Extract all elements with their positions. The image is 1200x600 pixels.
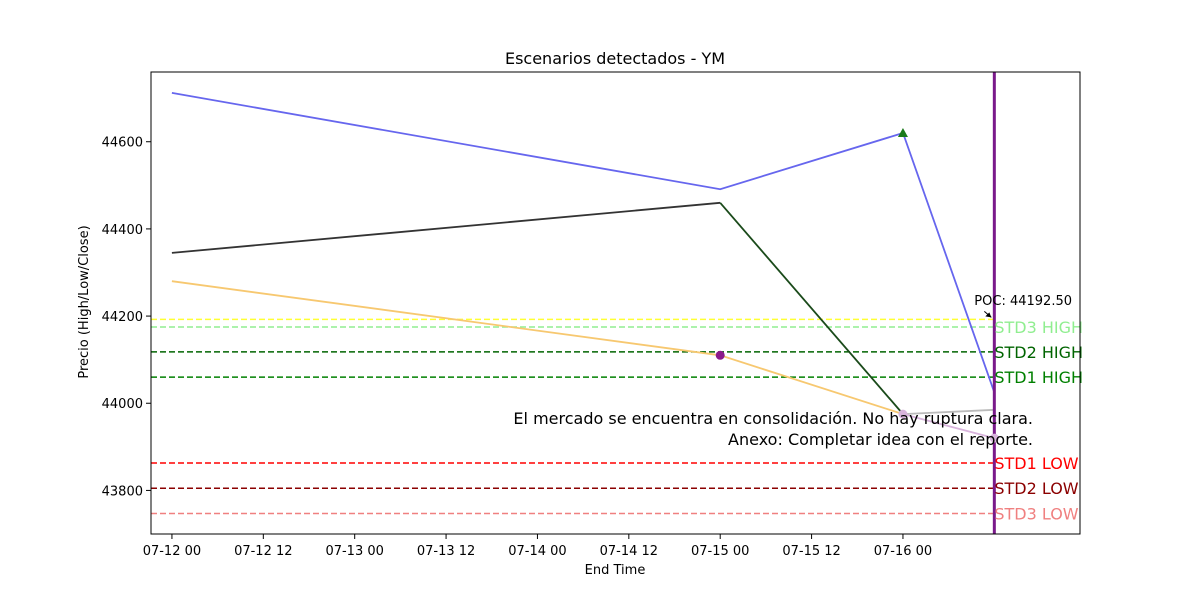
y-axis-label: Precio (High/Low/Close) (77, 225, 92, 378)
y-tick-label-2: 44200 (102, 310, 143, 325)
x-tick-label-0: 07-12 00 (143, 544, 201, 559)
y-tick-label-4: 44600 (102, 136, 143, 151)
levels (151, 318, 995, 515)
x-tick-label-6: 07-15 00 (691, 544, 749, 559)
series-low (171, 280, 904, 415)
marker-2 (898, 409, 908, 419)
level-labels: STD3 HIGH STD2 HIGH STD1 HIGH STD1 LOW STD2 … (994, 318, 1083, 524)
poc-label: POC: 44192.50 (974, 294, 1072, 309)
x-tick-label-1: 07-12 12 (234, 544, 292, 559)
chart-title: Escenarios detectados - YM (505, 49, 725, 68)
marker-3 (989, 433, 999, 443)
level-label-2: STD1 HIGH (994, 368, 1083, 387)
series-close (171, 201, 721, 254)
y-tick-label-1: 44000 (102, 397, 143, 412)
series-low-recent (902, 413, 995, 439)
y-tick-label-3: 44400 (102, 223, 143, 238)
x-tick-label-5: 07-14 12 (600, 544, 658, 559)
x-tick-label-3: 07-13 12 (417, 544, 475, 559)
level-label-3: STD1 LOW (994, 454, 1078, 473)
series-close-bearish (719, 202, 904, 415)
level-label-1: STD2 HIGH (994, 343, 1083, 362)
series (171, 72, 996, 534)
x-tick-label-4: 07-14 00 (508, 544, 566, 559)
plot-frame (150, 71, 1081, 535)
level-label-5: STD3 LOW (994, 505, 1078, 524)
markers (715, 128, 999, 443)
level-label-0: STD3 HIGH (994, 318, 1083, 337)
x-axis-label: End Time (585, 563, 646, 578)
x-tick-label-2: 07-13 00 (325, 544, 383, 559)
series-high (171, 92, 996, 393)
level-label-4: STD2 LOW (994, 479, 1078, 498)
annotations: POC: 44192.50 El mercado se encuentra en … (513, 294, 1072, 449)
annotation-0: El mercado se encuentra en consolidación… (513, 409, 1033, 428)
series-close-recent (902, 408, 995, 415)
poc-arrowhead (985, 312, 992, 318)
y-tick-label-0: 43800 (102, 484, 143, 499)
x-tick-label-7: 07-15 12 (782, 544, 840, 559)
axes: 07-12 00 07-12 12 07-13 00 07-13 12 07-14 00… (102, 71, 1081, 559)
x-tick-label-8: 07-16 00 (874, 544, 932, 559)
marker-1 (897, 128, 908, 138)
annotation-1: Anexo: Completar idea con el reporte. (728, 430, 1033, 449)
marker-0 (715, 350, 725, 360)
